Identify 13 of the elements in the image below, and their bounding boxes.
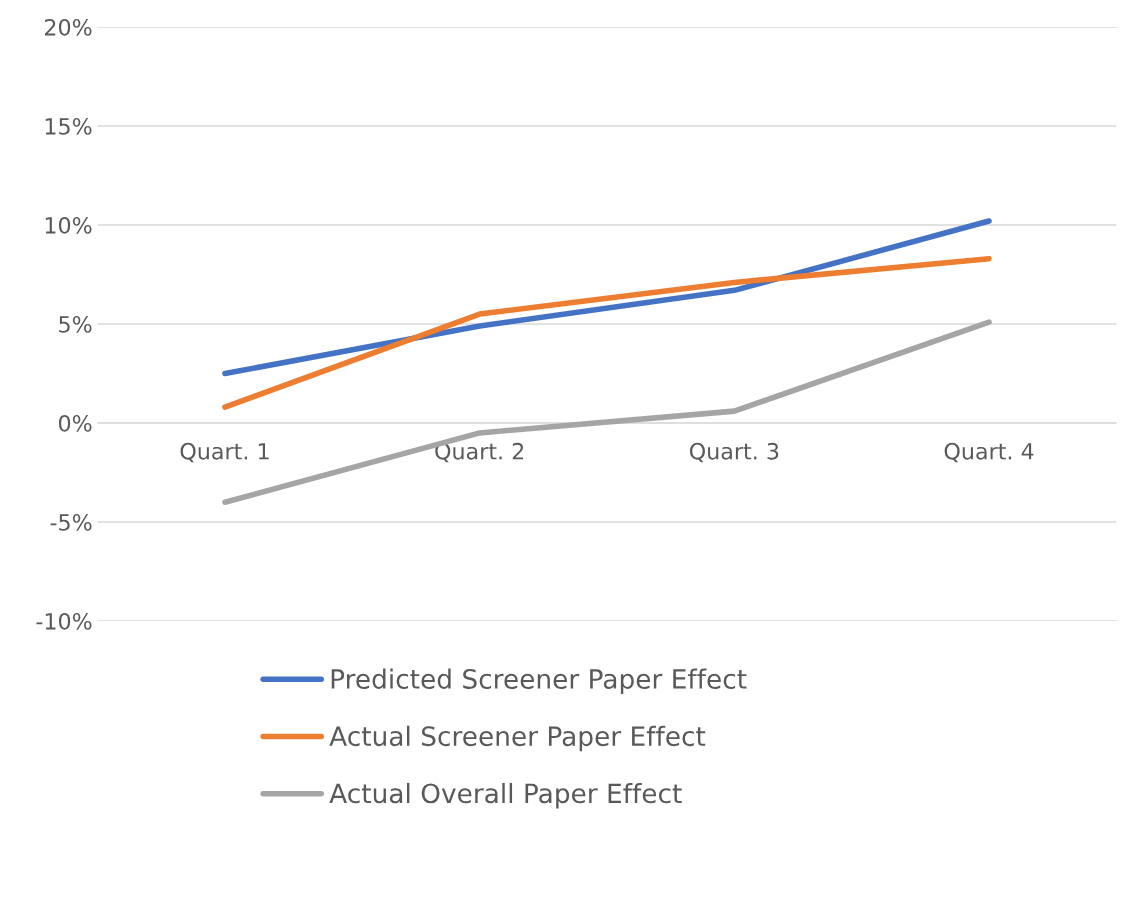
x-tick-label: Quart. 1 [180,442,269,463]
legend-label: Actual Screener Paper Effect [329,725,706,752]
x-tick-label: Quart. 3 [689,442,779,463]
legend-label: Predicted Screener Paper Effect [331,668,747,695]
y-tick-label: 0% [58,414,92,432]
y-tick-label: 5% [59,315,92,333]
x-tick-label: Quart. 4 [944,442,1034,463]
legend-label: Actual Overall Paper Effect [329,782,682,809]
y-tick-label: 20% [44,18,92,36]
y-tick-label: 10% [45,216,92,234]
y-tick-label: -10% [36,612,92,630]
y-tick-label: -5% [50,513,92,531]
y-tick-label: 15% [45,117,92,135]
